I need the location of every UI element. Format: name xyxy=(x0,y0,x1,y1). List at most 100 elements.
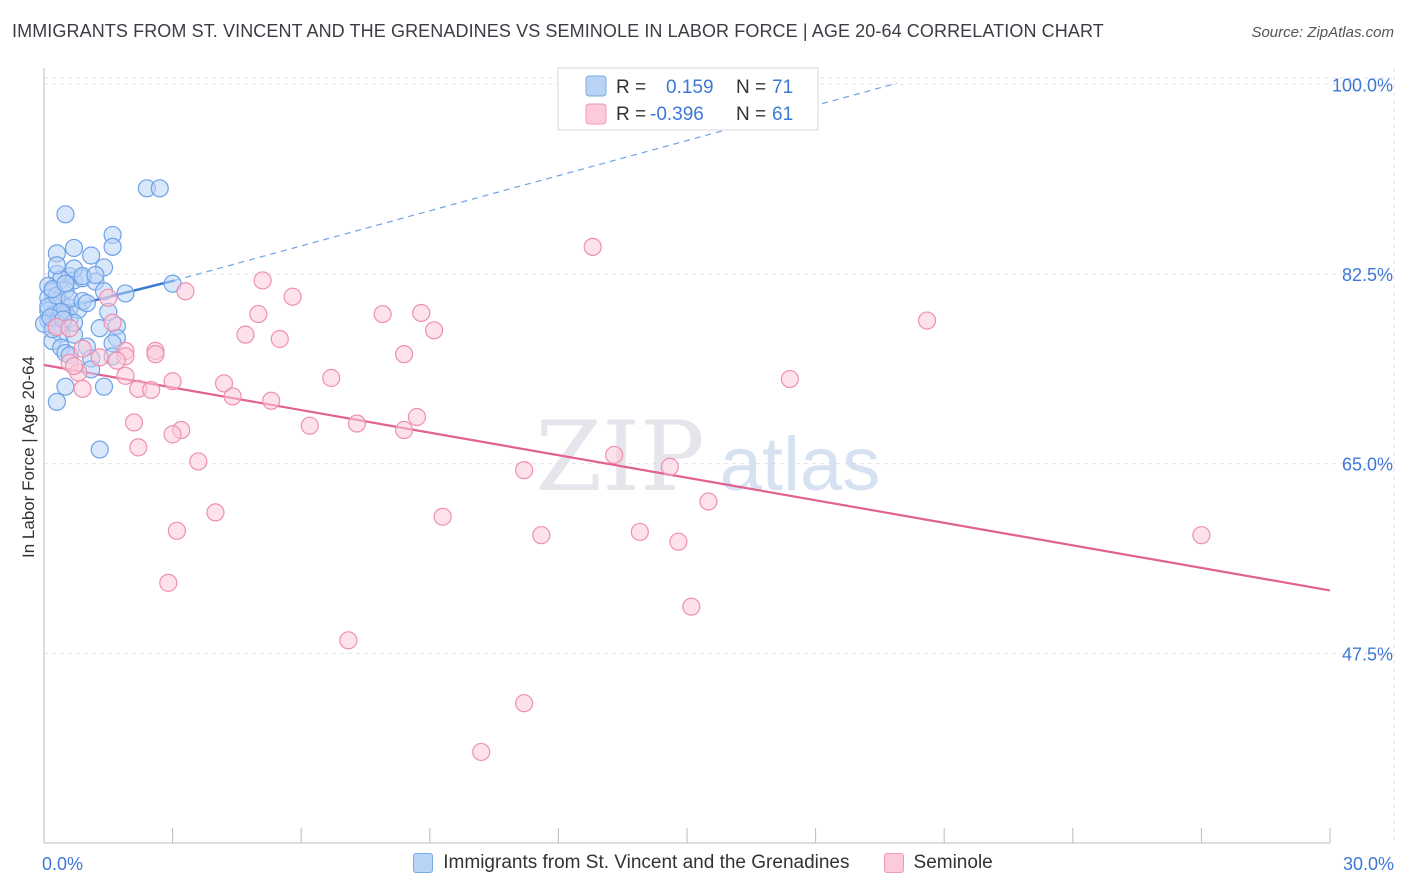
watermark-atlas: atlas xyxy=(720,422,881,507)
legend-r-label-2: R = xyxy=(616,104,646,125)
point-immigrants xyxy=(150,179,169,198)
point-seminole xyxy=(339,631,358,650)
point-seminole xyxy=(532,526,551,545)
point-seminole xyxy=(163,372,182,391)
legend-n-value-2: 61 xyxy=(772,104,793,125)
y-tick-label: 47.5% xyxy=(1342,644,1393,664)
point-seminole xyxy=(124,413,144,432)
point-seminole xyxy=(433,507,452,526)
legend-item-seminole[interactable]: Seminole xyxy=(883,852,993,874)
point-seminole xyxy=(472,742,491,762)
point-immigrants xyxy=(77,294,96,313)
point-seminole xyxy=(424,321,444,340)
point-seminole xyxy=(515,694,534,713)
tick-labels: 100.0% 82.5% 65.0% 47.5% 0.0% 30.0% xyxy=(42,75,1394,874)
legend-swatch-seminole xyxy=(883,853,904,873)
trend-line-seminole xyxy=(43,363,1331,592)
point-seminole xyxy=(163,425,182,444)
point-seminole xyxy=(283,287,302,306)
y-tick-label: 100.0% xyxy=(1332,75,1393,95)
legend-label-immigrants: Immigrants from St. Vincent and the Gren… xyxy=(443,852,850,873)
point-immigrants xyxy=(90,440,109,459)
point-seminole xyxy=(236,325,255,344)
point-seminole xyxy=(60,319,79,338)
point-seminole xyxy=(515,461,534,480)
y-tick-label: 65.0% xyxy=(1342,455,1393,475)
point-seminole xyxy=(73,339,92,358)
point-seminole xyxy=(176,282,195,301)
point-seminole xyxy=(64,356,84,376)
point-immigrants xyxy=(82,246,101,265)
x-tick-label: 30.0% xyxy=(1343,854,1394,874)
point-immigrants xyxy=(56,205,75,224)
x-tick-label: 0.0% xyxy=(42,854,83,874)
svg-text:R = 0.159 N =: R = 0.159 N = 71 xyxy=(616,77,793,98)
point-seminole xyxy=(347,414,367,433)
axes xyxy=(43,68,1331,844)
legend-r-value-1: 0.159 xyxy=(666,77,714,98)
stats-legend: R = 0.159 N = 71 R = -0.396 N = 61 xyxy=(557,67,819,131)
y-tick-label: 82.5% xyxy=(1342,265,1393,285)
trend-line-immigrants-extension xyxy=(174,82,898,282)
point-immigrants xyxy=(86,265,105,285)
legend-n-label-2: N = xyxy=(736,104,766,125)
point-seminole xyxy=(249,304,268,324)
point-seminole xyxy=(300,416,319,435)
point-seminole xyxy=(917,311,937,330)
point-seminole xyxy=(262,391,281,410)
point-seminole xyxy=(605,445,624,465)
bottom-legend: Immigrants from St. Vincent and the Gren… xyxy=(0,852,1406,874)
legend-r-value-2: -0.396 xyxy=(650,104,704,125)
point-immigrants xyxy=(56,274,75,293)
point-immigrants xyxy=(56,377,75,396)
point-immigrants xyxy=(103,237,122,256)
legend-swatch-immigrants xyxy=(413,853,434,873)
point-seminole xyxy=(129,438,148,457)
point-seminole xyxy=(322,368,341,388)
point-seminole xyxy=(223,387,242,406)
point-seminole xyxy=(630,522,649,542)
legend-label-seminole: Seminole xyxy=(913,852,993,873)
chart-title: IMMIGRANTS FROM ST. VINCENT AND THE GREN… xyxy=(12,21,1104,41)
point-immigrants xyxy=(116,284,135,303)
svg-text:R = -0.396 N =: R = -0.396 N = 61 xyxy=(616,104,793,125)
legend-r-label-1: R = xyxy=(616,77,646,98)
point-seminole xyxy=(583,237,602,256)
point-immigrants xyxy=(47,392,66,411)
point-seminole xyxy=(214,374,234,393)
point-seminole xyxy=(1192,526,1211,545)
point-seminole xyxy=(146,345,165,364)
point-seminole xyxy=(189,452,208,471)
legend-swatch-pink xyxy=(585,103,607,125)
point-seminole xyxy=(660,457,679,476)
point-seminole xyxy=(780,369,799,389)
point-seminole xyxy=(394,345,414,364)
point-seminole xyxy=(394,420,414,440)
point-seminole xyxy=(73,379,92,398)
data-points xyxy=(34,179,1211,762)
legend-n-label-1: N = xyxy=(736,77,766,98)
point-seminole xyxy=(373,304,392,324)
point-seminole xyxy=(167,521,186,540)
point-immigrants xyxy=(47,256,66,275)
point-seminole xyxy=(412,303,431,323)
point-seminole xyxy=(682,597,701,616)
point-immigrants xyxy=(94,377,114,396)
point-seminole xyxy=(103,313,122,332)
legend-item-immigrants[interactable]: Immigrants from St. Vincent and the Gren… xyxy=(413,852,850,874)
point-seminole xyxy=(90,348,109,367)
legend-swatch-blue xyxy=(585,75,607,97)
point-seminole xyxy=(159,573,178,592)
point-seminole xyxy=(99,288,118,307)
point-immigrants xyxy=(64,238,84,258)
source-label: Source: ZipAtlas.com xyxy=(1251,24,1394,41)
y-axis-label: In Labor Force | Age 20-64 xyxy=(19,356,38,558)
legend-n-value-1: 71 xyxy=(772,77,793,98)
point-seminole xyxy=(270,329,289,349)
point-seminole xyxy=(142,380,161,400)
point-seminole xyxy=(107,351,126,370)
point-seminole xyxy=(669,532,688,551)
point-seminole xyxy=(116,366,135,385)
point-seminole xyxy=(253,271,272,290)
